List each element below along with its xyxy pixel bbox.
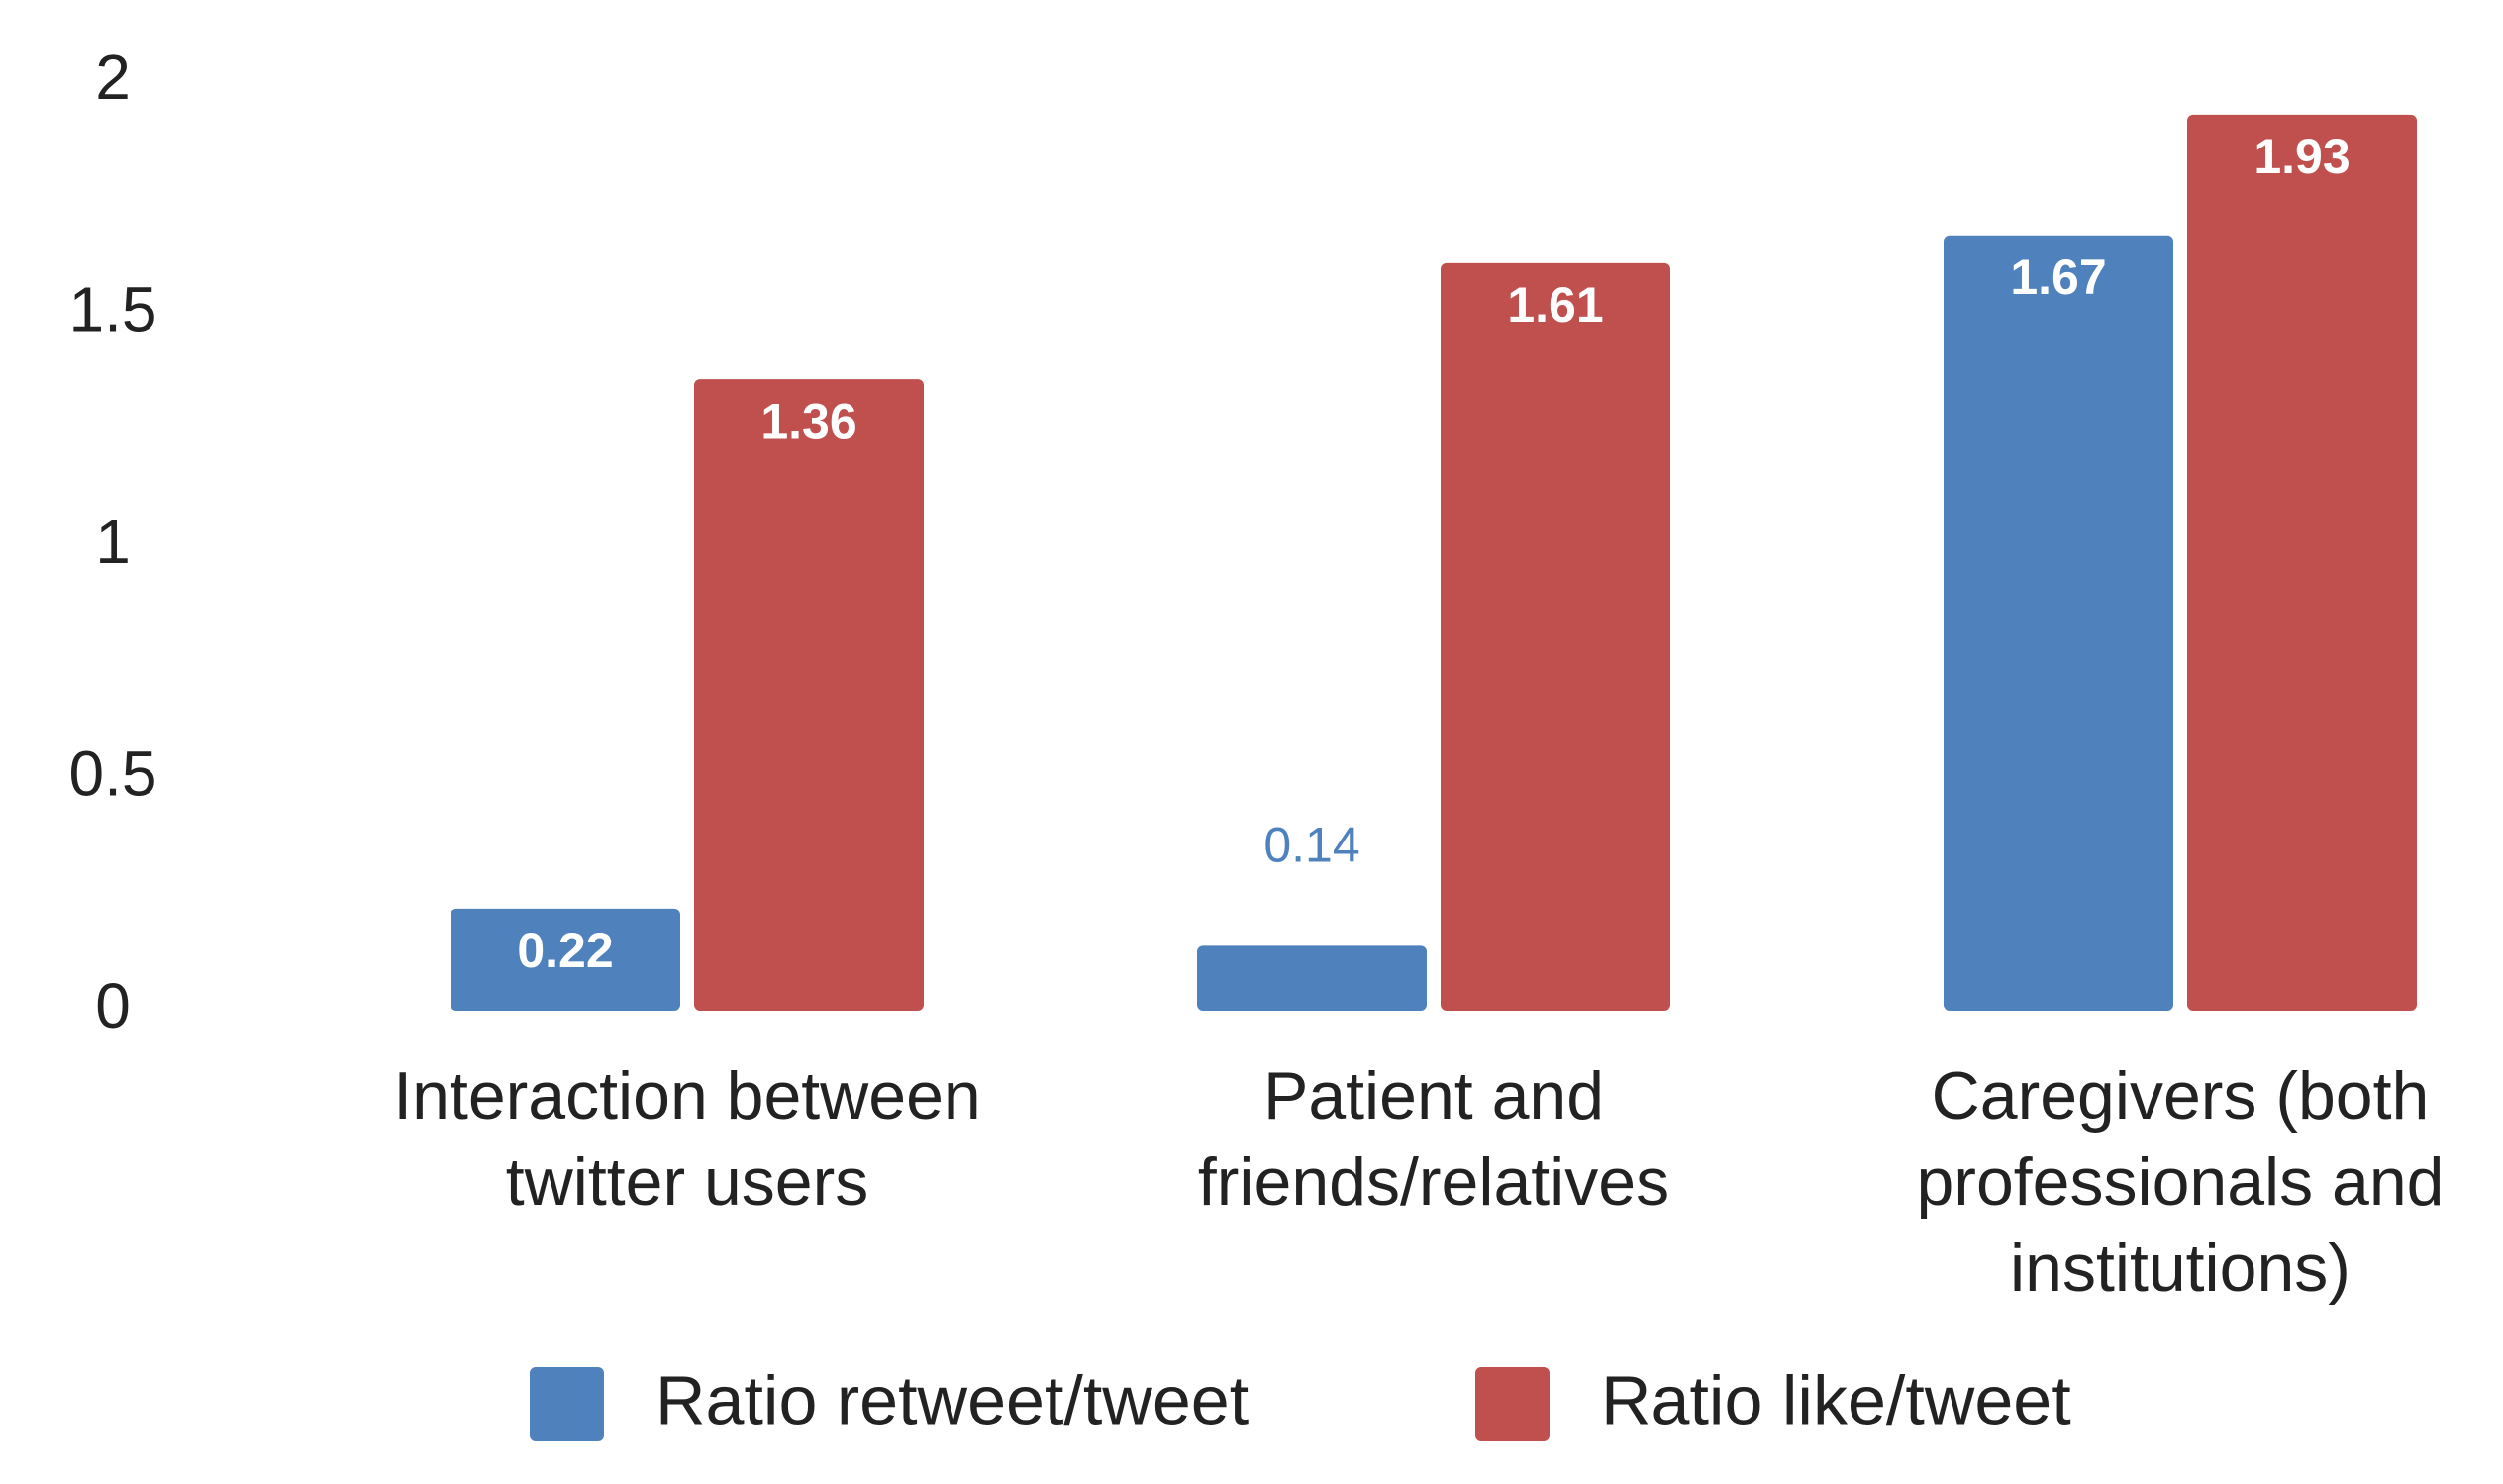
x-tick-label: Patient and friends/relatives <box>1197 1058 1670 1220</box>
bar <box>1441 262 1670 1011</box>
y-tick-label: 0.5 <box>69 738 157 809</box>
bar <box>1197 945 1427 1011</box>
bar <box>451 908 680 1011</box>
value-label: 1.67 <box>2010 249 2106 305</box>
y-tick-label: 1 <box>95 506 131 577</box>
legend-swatch <box>530 1367 604 1441</box>
y-tick-label: 0 <box>95 970 131 1041</box>
legend-label: Ratio retweet/tweet <box>655 1361 1249 1438</box>
value-label: 1.61 <box>1507 277 1603 333</box>
legend-swatch <box>1475 1367 1550 1441</box>
bar <box>694 379 924 1011</box>
value-label: 0.14 <box>1263 818 1359 873</box>
value-label: 1.36 <box>760 393 856 448</box>
x-tick-label: Interaction between twitter users <box>393 1058 981 1220</box>
value-label: 1.93 <box>2253 129 2350 184</box>
y-tick-label: 2 <box>95 42 131 113</box>
bar <box>2187 114 2417 1011</box>
legend-label: Ratio like/tweet <box>1601 1361 2071 1438</box>
bar <box>1944 235 2173 1011</box>
value-label: 0.22 <box>517 923 613 978</box>
y-tick-label: 1.5 <box>69 273 157 345</box>
x-tick-label: Caregivers (both professionals and insti… <box>1916 1058 2445 1306</box>
